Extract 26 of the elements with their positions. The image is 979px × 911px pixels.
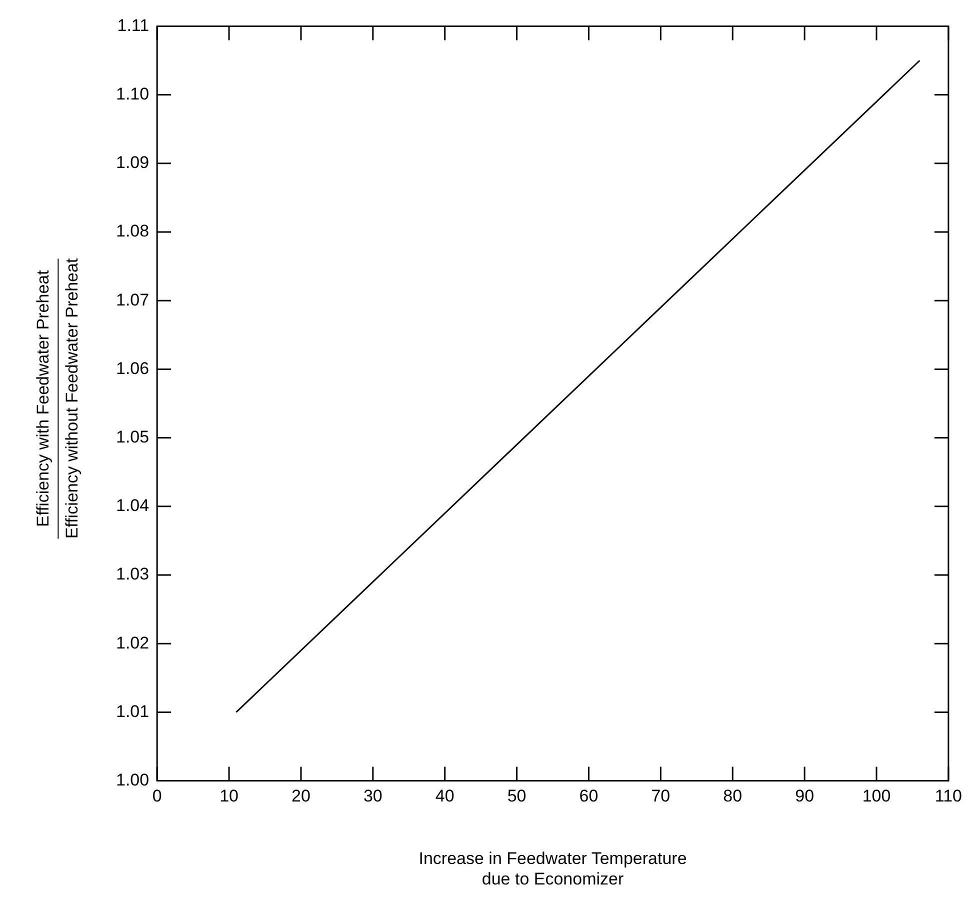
y-tick-label: 1.00 <box>116 770 150 790</box>
y-tick-label: 1.09 <box>116 153 150 172</box>
x-tick-label: 20 <box>292 786 310 806</box>
x-axis-title: Increase in Feedwater Temperature due to Economizer <box>418 849 687 888</box>
x-tick-label: 100 <box>862 786 891 806</box>
y-tick-label: 1.04 <box>116 496 150 516</box>
y-axis-title: Efficiency with Feedwater Preheat Efficiency without Feedwater Preheat <box>32 258 82 538</box>
x-tick-label: 60 <box>579 786 598 806</box>
y-tick-label: 1.07 <box>116 290 150 310</box>
x-tick-label: 110 <box>934 786 962 806</box>
x-tick-label: 0 <box>152 786 162 806</box>
x-tick-label: 30 <box>363 786 382 806</box>
y-tick-label: 1.10 <box>116 84 150 104</box>
y-tick-label: 1.11 <box>117 16 150 35</box>
x-tick-label: 40 <box>435 786 454 806</box>
y-tick-label: 1.03 <box>116 564 150 584</box>
y-tick-label: 1.05 <box>116 427 150 446</box>
x-tick-label: 50 <box>507 786 526 806</box>
x-tick-label: 90 <box>795 786 814 806</box>
x-tick-label: 10 <box>220 786 238 806</box>
x-tick-label: 70 <box>651 786 670 806</box>
y-tick-label: 1.06 <box>116 358 150 378</box>
x-tick-label: 80 <box>723 786 742 806</box>
y-tick-label: 1.08 <box>116 222 150 241</box>
y-tick-label: 1.02 <box>116 633 150 652</box>
y-tick-label: 1.01 <box>116 702 150 721</box>
